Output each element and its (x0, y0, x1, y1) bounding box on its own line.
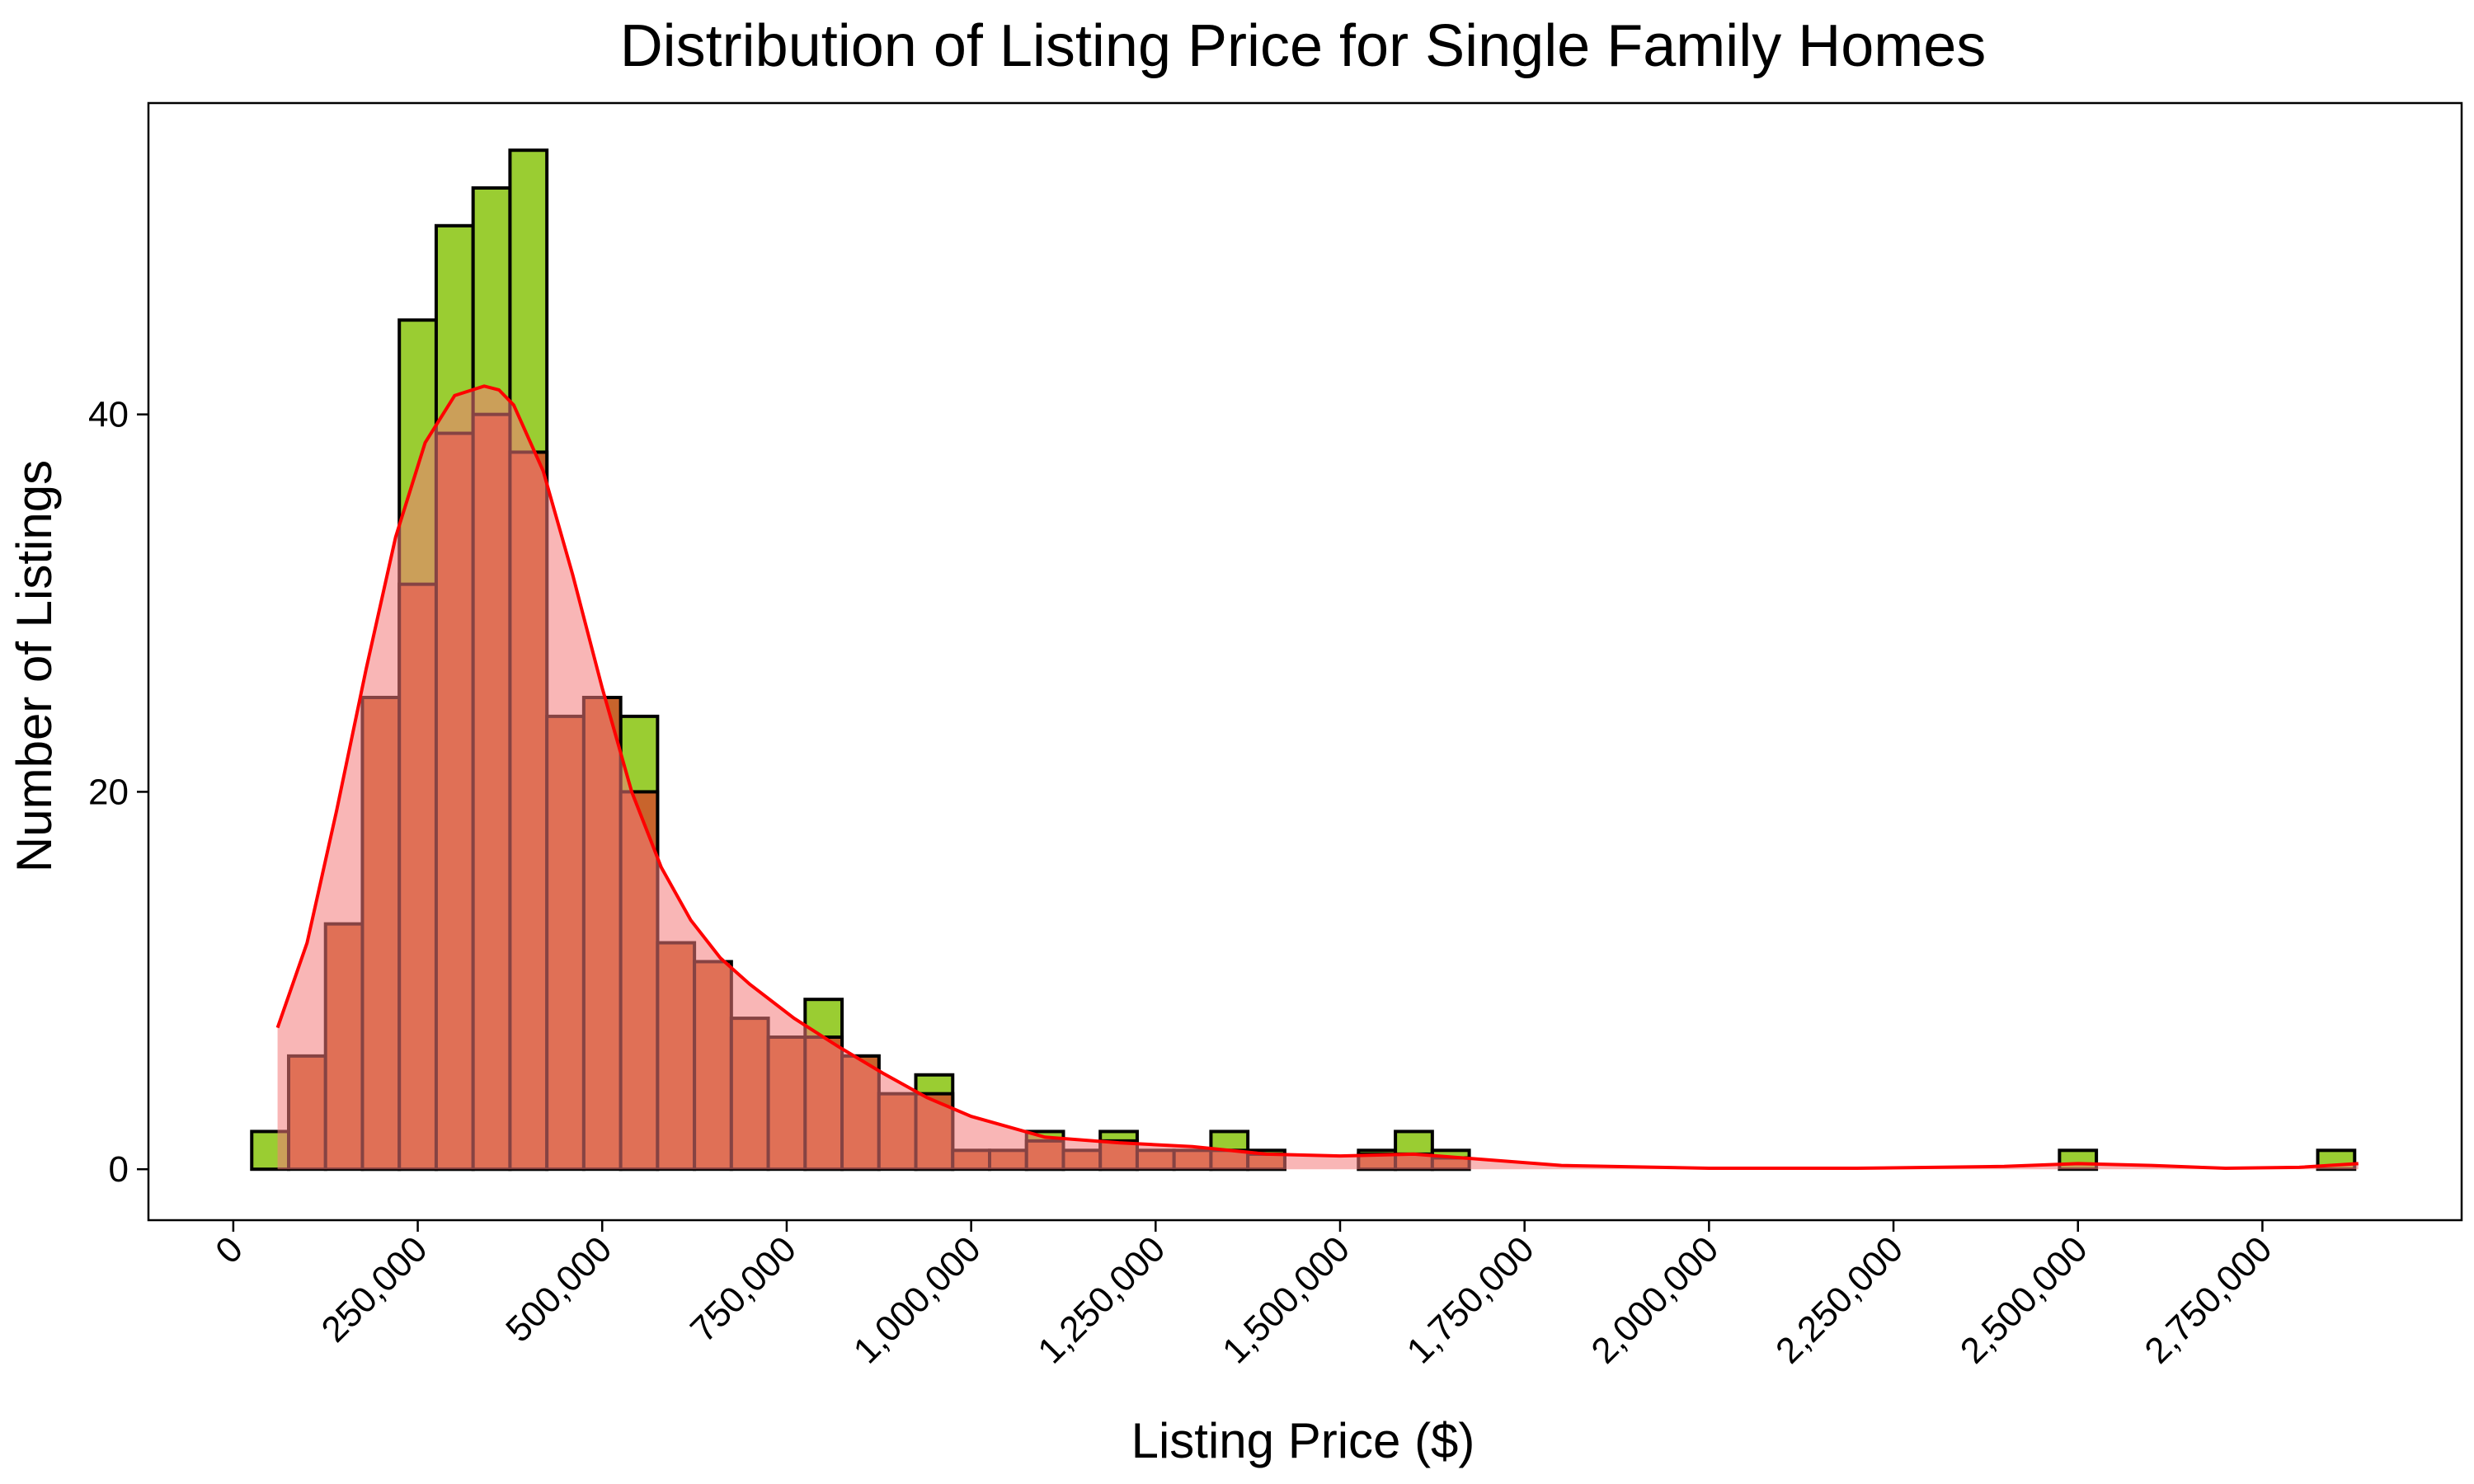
kde-area (277, 386, 2359, 1170)
x-tick-label-2: 500,000 (498, 1228, 619, 1350)
kde-line (275, 384, 2359, 1171)
x-tick-label-5: 1,250,000 (1030, 1228, 1173, 1371)
x-tick-label-1: 250,000 (314, 1228, 435, 1350)
x-tick-label-7: 1,750,000 (1399, 1228, 1542, 1371)
y-tick-label-2: 40 (88, 395, 129, 435)
x-tick-label-11: 2,750,000 (2137, 1228, 2279, 1371)
x-tick-label-6: 1,500,000 (1215, 1228, 1357, 1371)
plot-frame (147, 101, 2463, 1222)
x-tick-label-8: 2,000,000 (1583, 1228, 1726, 1371)
y-tick-label-0: 0 (109, 1149, 129, 1190)
x-tick-label-4: 1,000,000 (846, 1228, 989, 1371)
x-tick-label-9: 2,250,000 (1768, 1228, 1911, 1371)
y-axis-label: Number of Listings (7, 460, 62, 872)
plot-area: 0 250,000 500,000 750,000 1,000,000 1,250,000… (88, 101, 2463, 1371)
x-tick-label-3: 750,000 (683, 1228, 804, 1350)
x-tick-label-10: 2,500,000 (1953, 1228, 2095, 1371)
x-axis-label: Listing Price ($) (1131, 1413, 1475, 1468)
x-tick-label-0: 0 (208, 1228, 251, 1271)
chart-title: Distribution of Listing Price for Single… (620, 13, 1987, 79)
y-tick-label-1: 20 (88, 772, 129, 812)
